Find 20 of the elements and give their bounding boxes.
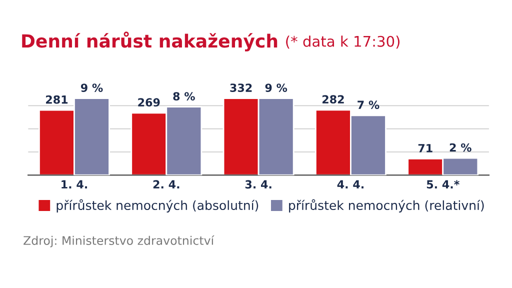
data-label: 8 % bbox=[173, 92, 195, 101]
text: Zdroj: Ministerstvo zdravotnictví bbox=[24, 235, 214, 248]
data-label: 2 % bbox=[450, 143, 472, 152]
data-label: 7 % bbox=[358, 100, 380, 110]
data-label: 332 bbox=[230, 84, 252, 92]
x-tick-label: 3. 4. bbox=[245, 180, 272, 189]
x-tick-label: 4. 4. bbox=[337, 180, 364, 188]
data-label: 282 bbox=[322, 95, 344, 104]
x-tick-label: 1. 4. bbox=[62, 180, 87, 188]
data-label: 281 bbox=[46, 95, 68, 104]
legend-label: přírůstek nemocných (absolutní) bbox=[56, 199, 258, 212]
legend-label: přírůstek nemocných (relativní) bbox=[289, 199, 484, 212]
x-tick-label: 2. 4. bbox=[153, 180, 180, 188]
x-tick-label: 5. 4.* bbox=[426, 180, 460, 189]
data-label: 9 % bbox=[80, 84, 103, 92]
chart-title: Denní nárůst nakažených bbox=[22, 32, 278, 52]
data-label: 71 bbox=[418, 144, 432, 152]
chart-subtitle: (* data k 17:30) bbox=[286, 36, 400, 49]
data-label: 9 % bbox=[265, 84, 288, 92]
data-label: 269 bbox=[138, 98, 160, 107]
